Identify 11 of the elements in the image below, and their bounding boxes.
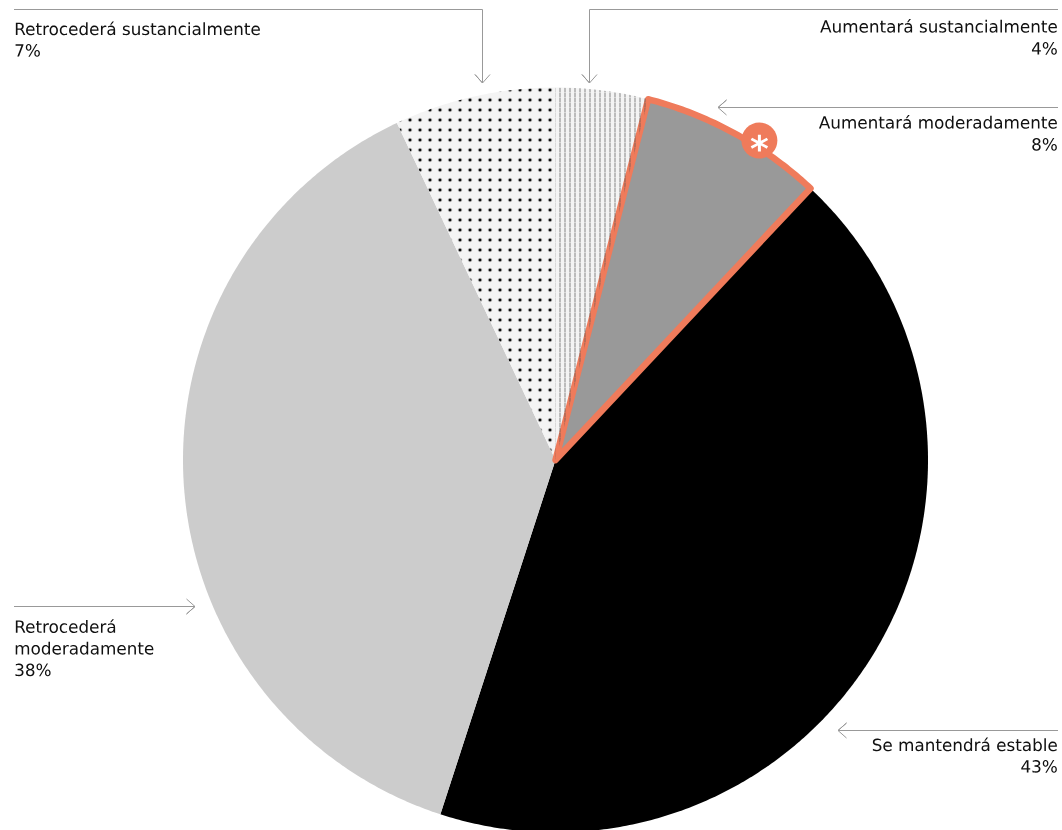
data-label: 7% (15, 44, 40, 57)
slice-label: Aumentará moderadamente (818, 115, 1057, 129)
slice-label: Se mantendrá estable (872, 737, 1057, 752)
slice-label: Aumentará sustancialmente (820, 19, 1057, 33)
slice-label: Retrocederá sustancialmente (15, 21, 260, 36)
data-label: 4% (1031, 42, 1057, 55)
slice-label: Retrocederá moderadamente (15, 619, 154, 655)
data-label: 8% (1032, 138, 1057, 151)
text: * (750, 134, 769, 152)
data-label: 43% (1021, 760, 1057, 773)
data-label: 38% (15, 663, 51, 677)
